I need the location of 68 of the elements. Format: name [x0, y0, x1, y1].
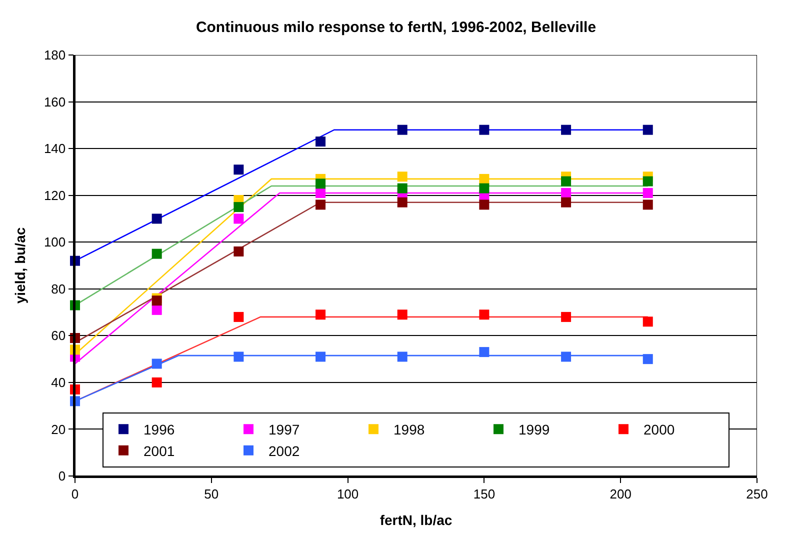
x-tick-label: 100	[336, 486, 359, 502]
point	[642, 176, 653, 186]
point	[397, 352, 408, 362]
point	[316, 200, 326, 210]
legend-label: 2001	[144, 442, 175, 459]
point	[234, 312, 244, 322]
x-axis-title: fertN, lb/ac	[380, 512, 452, 528]
y-tick-label: 40	[51, 374, 66, 390]
point	[234, 214, 244, 224]
point	[479, 310, 490, 320]
point	[234, 352, 244, 362]
point	[642, 188, 653, 198]
point	[234, 164, 244, 175]
point	[561, 352, 572, 362]
y-tick-label: 80	[51, 281, 66, 296]
point	[561, 124, 572, 135]
legend-label: 1999	[518, 422, 550, 438]
x-tick-label: 150	[473, 486, 496, 502]
point	[561, 312, 572, 322]
point	[152, 296, 162, 306]
y-axis-title: yield, bu/ac	[12, 227, 28, 304]
point	[479, 183, 490, 194]
point	[152, 214, 162, 224]
point	[642, 354, 653, 364]
chart-title: Continuous milo response to fertN, 1996-2002, Belleville	[196, 19, 596, 36]
x-tick-label: 250	[746, 486, 768, 502]
point	[234, 202, 244, 212]
point	[316, 188, 326, 198]
point	[152, 248, 162, 259]
point	[234, 246, 244, 256]
point	[561, 197, 572, 208]
y-tick-label: 60	[51, 328, 66, 344]
point	[561, 176, 572, 186]
legend-label: 1998	[394, 422, 425, 438]
point	[152, 377, 162, 388]
y-tick-label: 180	[44, 48, 66, 63]
point	[397, 197, 408, 208]
y-tick-label: 160	[44, 94, 66, 110]
x-tick-label: 200	[610, 486, 632, 502]
point	[316, 352, 326, 362]
x-tick-label: 0	[71, 486, 79, 502]
point	[479, 347, 490, 358]
y-tick-label: 120	[44, 188, 66, 203]
point	[316, 136, 326, 147]
legend-label: 1996	[144, 422, 175, 438]
point	[397, 172, 408, 182]
point	[397, 310, 408, 320]
x-tick-label: 50	[204, 486, 219, 502]
y-tick-label: 20	[51, 422, 66, 437]
point	[316, 310, 326, 320]
y-tick-label: 140	[44, 141, 66, 156]
point	[479, 174, 490, 184]
legend-label: 1997	[268, 422, 300, 438]
point	[642, 124, 653, 135]
point	[152, 304, 162, 315]
point	[152, 358, 162, 369]
point	[397, 183, 408, 194]
point	[561, 188, 572, 198]
legend-label: 2002	[268, 442, 300, 459]
point	[316, 178, 326, 189]
point	[642, 316, 653, 327]
point	[397, 124, 408, 135]
point	[479, 200, 490, 210]
point	[642, 200, 653, 210]
legend-label: 2000	[644, 422, 675, 438]
point	[479, 124, 490, 135]
y-tick-label: 100	[44, 234, 66, 250]
y-tick-label: 0	[58, 468, 66, 484]
